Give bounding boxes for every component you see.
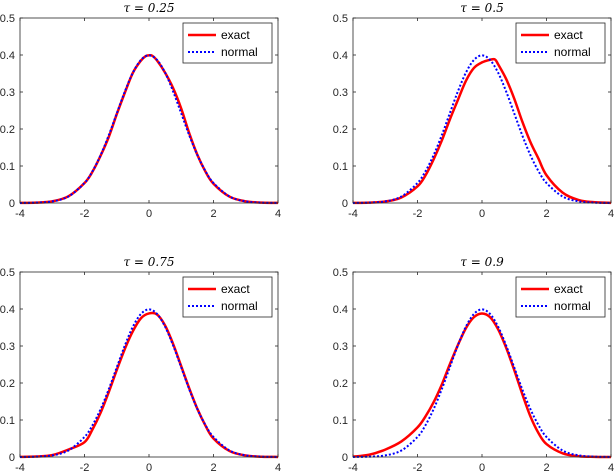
series-line-exact: [352, 57, 612, 205]
y-tick-label: 0.2: [0, 124, 15, 136]
chart-panel-4: τ = 0.9 -4 -2 0 2 4 0 0.1 0.2 0.3 0.4 0.5 exact norma…: [333, 255, 614, 474]
y-tick-label: 0.1: [333, 415, 348, 427]
y-tick-label: 0: [9, 198, 15, 210]
x-tick-label: -4: [348, 208, 358, 220]
chart-title: τ = 0.5: [460, 1, 503, 15]
legend-label-normal: normal: [221, 45, 258, 59]
axes-box: [352, 271, 612, 458]
x-tick-label: 2: [543, 208, 549, 220]
y-tick-label: 0: [9, 452, 15, 464]
y-tick-label: 0.3: [0, 87, 15, 99]
y-tick-label: 0.5: [333, 13, 348, 25]
legend-label-exact: exact: [554, 28, 583, 42]
legend-box: [515, 276, 606, 318]
x-tick-label: -4: [348, 462, 358, 474]
y-tick-label: 0.5: [0, 13, 15, 25]
y-tick-label: 0.4: [0, 304, 15, 316]
y-tick-label: 0.3: [333, 87, 348, 99]
x-tick-label: 0: [479, 462, 485, 474]
x-tick-label: 4: [275, 208, 281, 220]
series-line-exact: [352, 312, 612, 459]
series-line-normal: [352, 54, 612, 204]
y-tick-label: 0.2: [333, 124, 348, 136]
legend: exact normal: [515, 276, 606, 318]
x-tick-label: 2: [210, 462, 216, 474]
y-tick-label: 0.4: [333, 50, 348, 62]
legend-box: [182, 22, 273, 64]
legend: exact normal: [515, 22, 606, 64]
legend-label-exact: exact: [554, 282, 583, 296]
y-tick-label: 0.3: [333, 341, 348, 353]
chart-panel-3: τ = 0.75 -4 -2 0 2 4 0 0.1 0.2 0.3 0.4 0.5 exact norm…: [0, 255, 281, 474]
x-tick-label: 4: [608, 208, 614, 220]
y-tick-label: 0.2: [333, 378, 348, 390]
y-tick-label: 0: [342, 452, 348, 464]
y-tick-label: 0: [342, 198, 348, 210]
legend-label-normal: normal: [221, 299, 258, 313]
x-tick-label: -2: [413, 462, 423, 474]
y-tick-label: 0.1: [333, 161, 348, 173]
x-tick-label: 0: [146, 208, 152, 220]
x-tick-label: 2: [210, 208, 216, 220]
y-tick-label: 0.2: [0, 378, 15, 390]
axes-box: [352, 17, 612, 204]
legend: exact normal: [182, 276, 273, 318]
legend-label-exact: exact: [221, 282, 250, 296]
legend: exact normal: [182, 22, 273, 64]
legend-box: [515, 22, 606, 64]
legend-label-normal: normal: [554, 299, 591, 313]
y-tick-label: 0.4: [0, 50, 15, 62]
y-tick-label: 0.4: [333, 304, 348, 316]
x-tick-label: 0: [479, 208, 485, 220]
legend-label-normal: normal: [554, 45, 591, 59]
x-tick-label: -2: [80, 462, 90, 474]
x-tick-label: -2: [413, 208, 423, 220]
chart-title: τ = 0.75: [123, 255, 174, 269]
series-line-normal: [352, 308, 612, 458]
legend-box: [182, 276, 273, 318]
y-tick-label: 0.5: [0, 267, 15, 279]
y-tick-label: 0.1: [0, 161, 15, 173]
legend-label-exact: exact: [221, 28, 250, 42]
y-tick-label: 0.5: [333, 267, 348, 279]
x-tick-label: 0: [146, 462, 152, 474]
x-tick-label: -4: [15, 208, 25, 220]
series-line-normal: [19, 54, 279, 204]
chart-title: τ = 0.9: [460, 255, 504, 269]
x-tick-label: -4: [15, 462, 25, 474]
series-line-exact: [19, 311, 279, 459]
series-line-normal: [19, 308, 279, 458]
chart-title: τ = 0.25: [123, 1, 174, 15]
x-tick-label: 2: [543, 462, 549, 474]
x-tick-label: 4: [608, 462, 614, 474]
chart-panel-2: τ = 0.5 -4 -2 0 2 4 0 0.1 0.2 0.3 0.4 0.5 exact norma…: [333, 1, 614, 220]
axes-box: [19, 271, 279, 458]
y-tick-label: 0.1: [0, 415, 15, 427]
y-tick-label: 0.3: [0, 341, 15, 353]
axes-box: [19, 17, 279, 204]
chart-panel-1: τ = 0.25 -4 -2 0 2 4 0 0.1 0.2 0.3 0.4 0.5 exact norm…: [0, 1, 281, 220]
x-tick-label: 4: [275, 462, 281, 474]
x-tick-label: -2: [80, 208, 90, 220]
